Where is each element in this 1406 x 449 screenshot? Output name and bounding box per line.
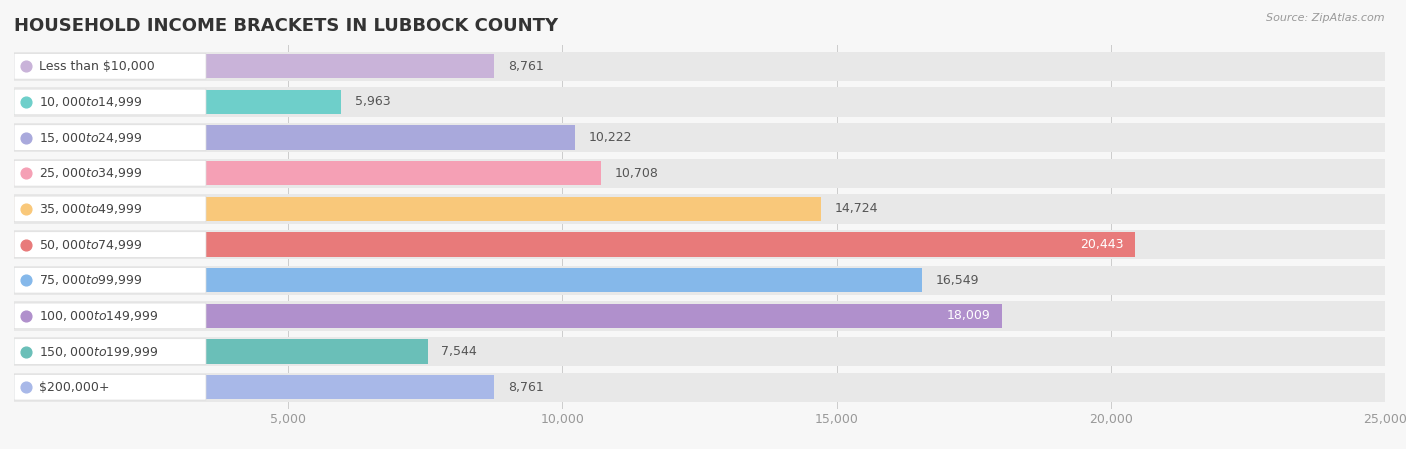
Bar: [14, 87, 1385, 117]
FancyBboxPatch shape: [14, 374, 207, 400]
Text: $15,000 to $24,999: $15,000 to $24,999: [39, 131, 142, 145]
Text: $75,000 to $99,999: $75,000 to $99,999: [39, 273, 142, 287]
Bar: [14, 123, 1385, 152]
Point: [14, 170, 37, 177]
Text: 8,761: 8,761: [508, 381, 544, 394]
Bar: [14, 375, 495, 399]
Point: [14, 313, 37, 320]
Text: 14,724: 14,724: [835, 202, 879, 216]
Bar: [14, 90, 342, 114]
Text: $50,000 to $74,999: $50,000 to $74,999: [39, 238, 142, 251]
Bar: [14, 230, 1385, 259]
Text: 7,544: 7,544: [441, 345, 477, 358]
Text: $200,000+: $200,000+: [39, 381, 110, 394]
Text: 10,708: 10,708: [614, 167, 659, 180]
Point: [14, 241, 37, 248]
Point: [14, 63, 37, 70]
FancyBboxPatch shape: [14, 303, 207, 329]
Text: HOUSEHOLD INCOME BRACKETS IN LUBBOCK COUNTY: HOUSEHOLD INCOME BRACKETS IN LUBBOCK COU…: [14, 17, 558, 35]
Bar: [14, 304, 1001, 328]
Bar: [14, 373, 1385, 402]
FancyBboxPatch shape: [14, 196, 207, 222]
Bar: [14, 268, 921, 292]
Text: 8,761: 8,761: [508, 60, 544, 73]
Bar: [14, 301, 1385, 330]
Text: 18,009: 18,009: [946, 309, 991, 322]
Bar: [14, 161, 602, 185]
Text: 5,963: 5,963: [354, 96, 391, 109]
Text: $35,000 to $49,999: $35,000 to $49,999: [39, 202, 142, 216]
Text: 10,222: 10,222: [588, 131, 631, 144]
FancyBboxPatch shape: [14, 160, 207, 186]
Bar: [14, 158, 1385, 188]
Point: [14, 98, 37, 106]
FancyBboxPatch shape: [14, 232, 207, 257]
Bar: [14, 233, 1135, 257]
Text: $25,000 to $34,999: $25,000 to $34,999: [39, 166, 142, 180]
Bar: [14, 266, 1385, 295]
Point: [14, 348, 37, 355]
Point: [14, 205, 37, 212]
Bar: [14, 54, 495, 79]
Text: $150,000 to $199,999: $150,000 to $199,999: [39, 344, 159, 359]
Text: Source: ZipAtlas.com: Source: ZipAtlas.com: [1267, 13, 1385, 23]
Point: [14, 134, 37, 141]
Bar: [14, 339, 427, 364]
Text: $100,000 to $149,999: $100,000 to $149,999: [39, 309, 159, 323]
Bar: [14, 125, 575, 150]
Text: 16,549: 16,549: [935, 274, 979, 287]
FancyBboxPatch shape: [14, 268, 207, 293]
Bar: [14, 52, 1385, 81]
FancyBboxPatch shape: [14, 89, 207, 115]
Bar: [14, 197, 821, 221]
FancyBboxPatch shape: [14, 125, 207, 150]
Text: 20,443: 20,443: [1081, 238, 1123, 251]
Bar: [14, 194, 1385, 224]
FancyBboxPatch shape: [14, 53, 207, 79]
FancyBboxPatch shape: [14, 339, 207, 365]
Bar: [14, 337, 1385, 366]
Point: [14, 277, 37, 284]
Text: Less than $10,000: Less than $10,000: [39, 60, 155, 73]
Point: [14, 383, 37, 391]
Text: $10,000 to $14,999: $10,000 to $14,999: [39, 95, 142, 109]
